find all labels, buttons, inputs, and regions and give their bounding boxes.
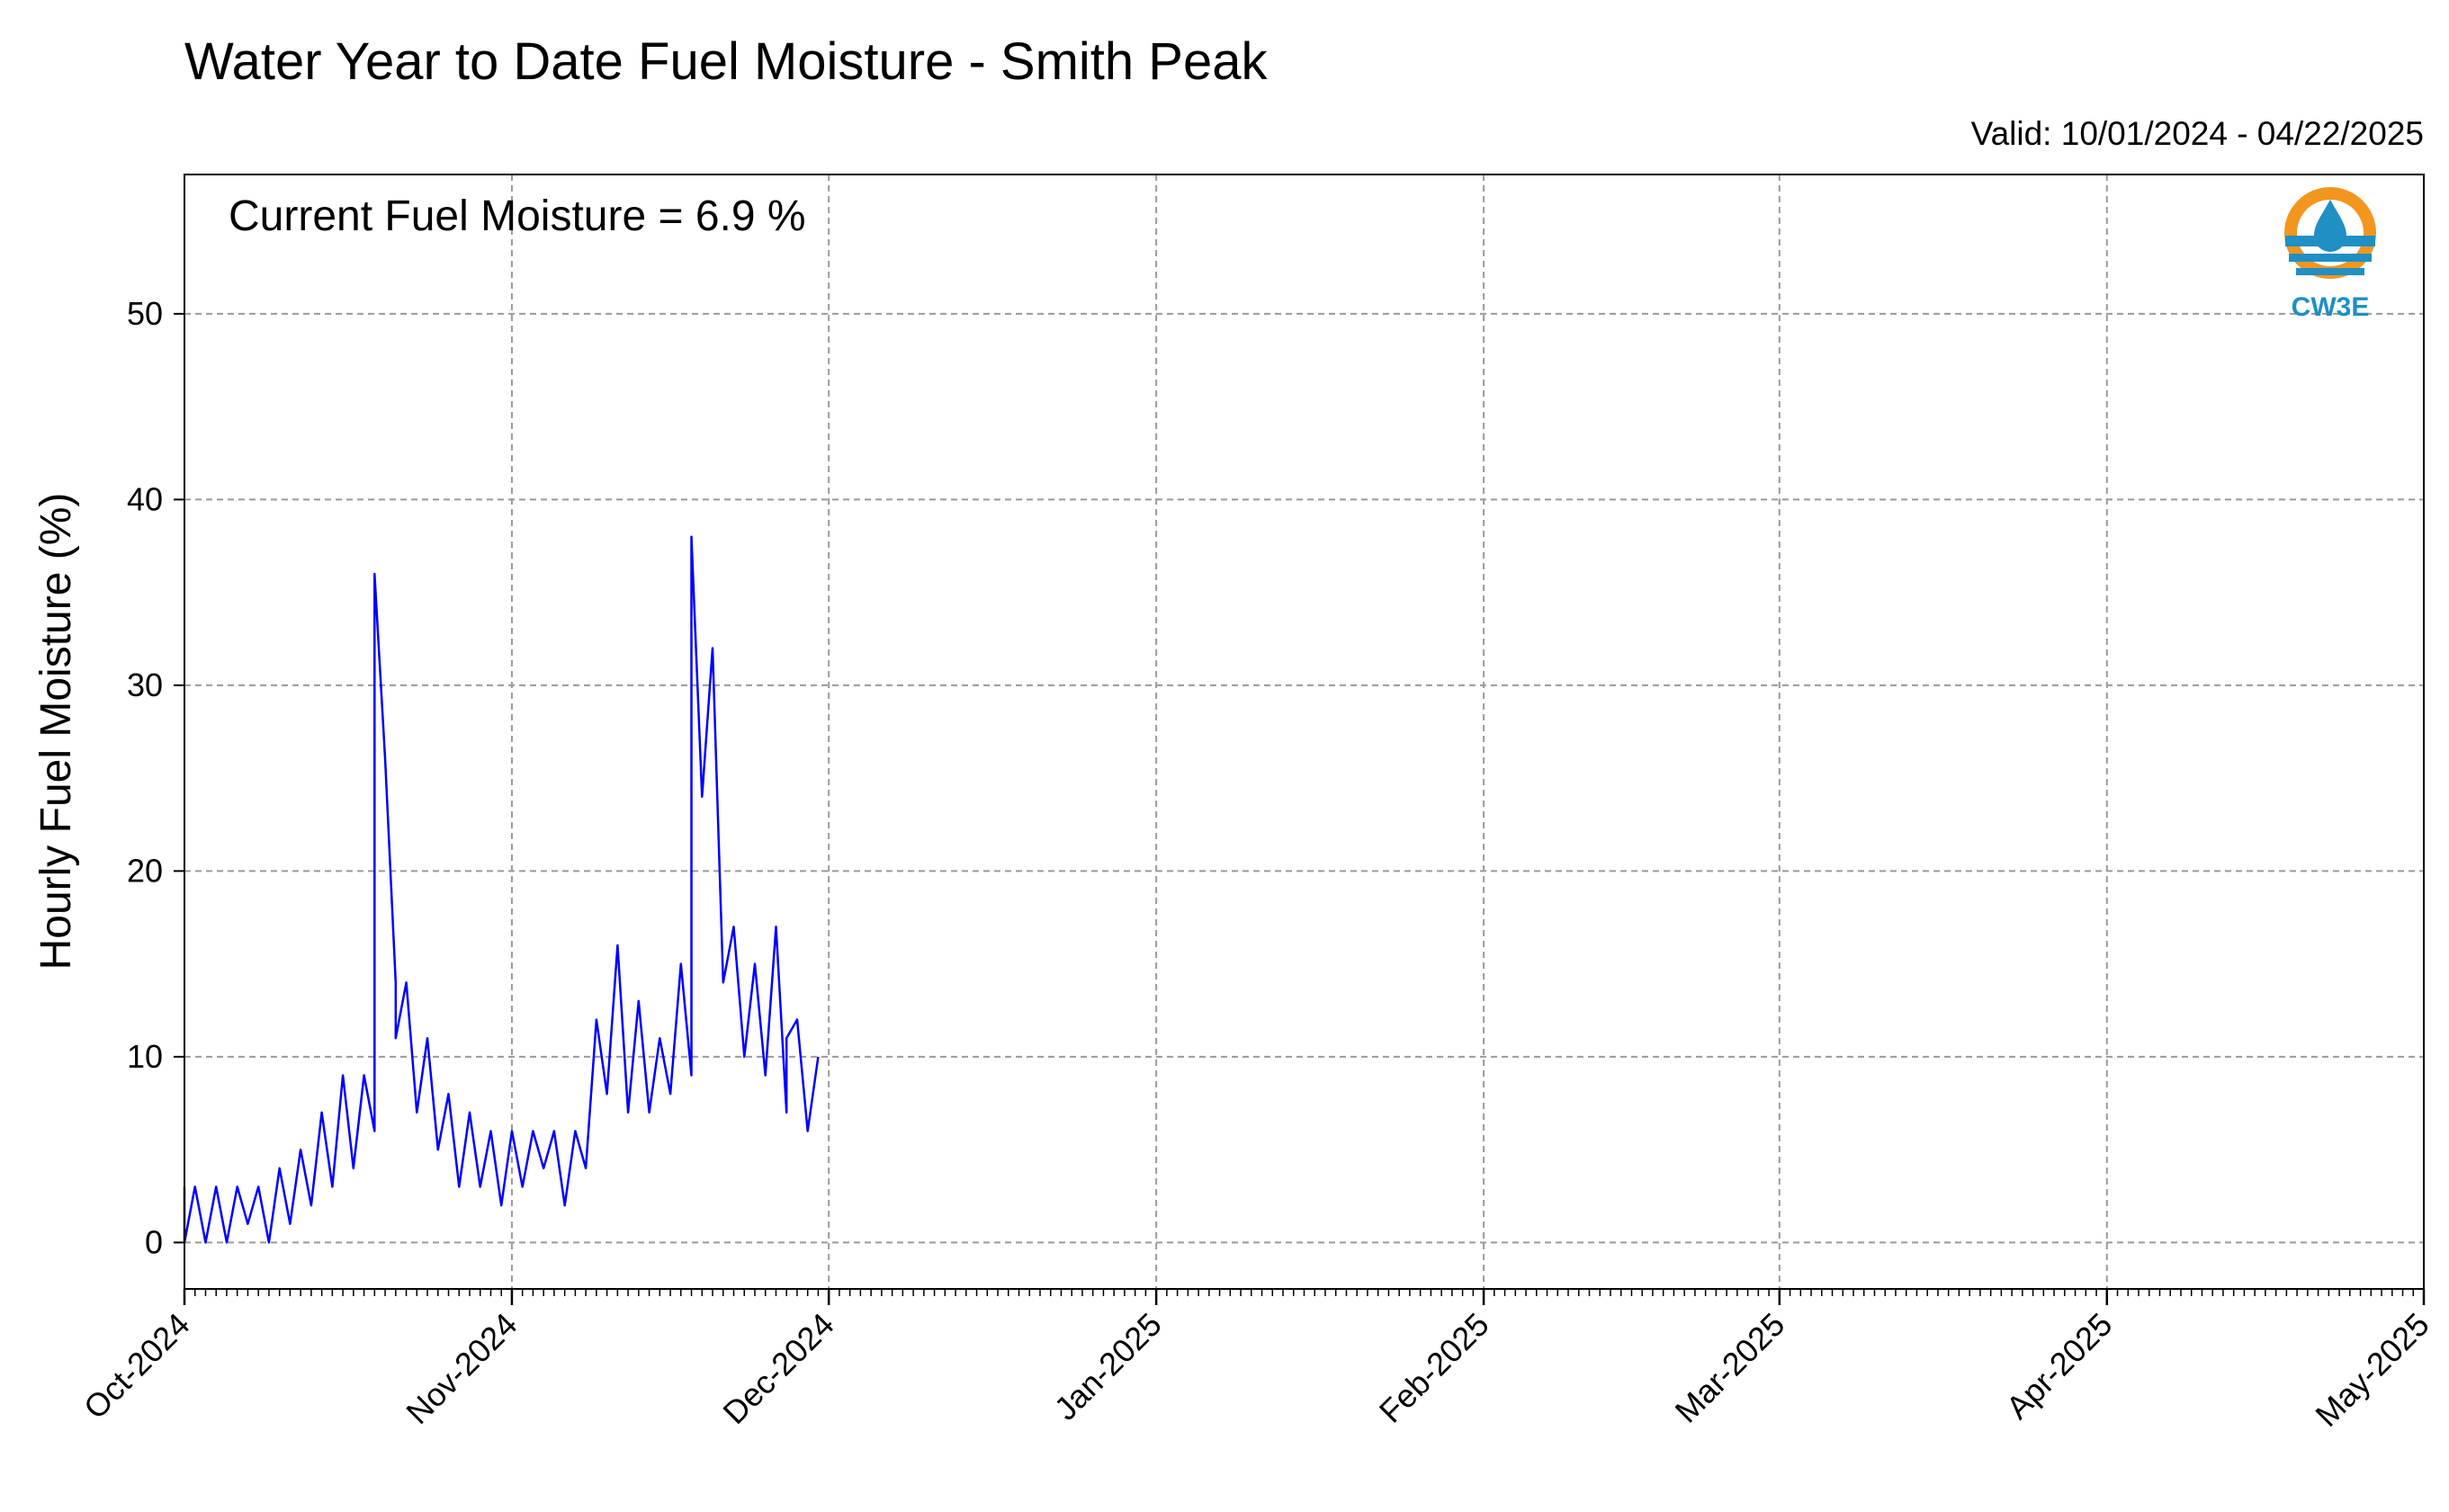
y-axis-label: Hourly Fuel Moisture (%) <box>32 493 80 971</box>
valid-date-range: Valid: 10/01/2024 - 04/22/2025 <box>1971 115 2424 152</box>
logo-text: CW3E <box>2292 292 2370 322</box>
x-tick-label: Dec-2024 <box>715 1306 840 1431</box>
x-tick-label: Jan-2025 <box>1047 1306 1169 1427</box>
x-tick-label: Oct-2024 <box>76 1306 197 1427</box>
y-tick-label: 30 <box>127 667 163 703</box>
chart-title: Water Year to Date Fuel Moisture - Smith… <box>184 32 1268 91</box>
grid-lines <box>184 174 2424 1289</box>
y-axis-ticks: 0 10 20 30 40 50 <box>127 295 184 1260</box>
x-tick-label: May-2025 <box>2308 1306 2436 1434</box>
x-tick-label: Apr-2025 <box>1999 1306 2120 1427</box>
current-fuel-moisture-annotation: Current Fuel Moisture = 6.9 % <box>229 192 806 240</box>
y-tick-label: 10 <box>127 1038 163 1075</box>
x-axis-ticks: Oct-2024 Nov-2024 Dec-2024 Jan-2025 Feb-2025… <box>76 1289 2436 1434</box>
y-tick-label: 0 <box>145 1223 163 1260</box>
fuel-moisture-series-line <box>183 535 820 1244</box>
x-tick-label: Feb-2025 <box>1372 1306 1496 1430</box>
y-tick-label: 20 <box>127 852 163 889</box>
cw3e-logo-icon: CW3E <box>2284 187 2376 322</box>
plot-frame <box>184 174 2425 1290</box>
y-tick-label: 50 <box>127 295 163 332</box>
x-tick-label: Mar-2025 <box>1668 1306 1792 1430</box>
data-line-layer <box>183 535 820 1244</box>
x-tick-label: Nov-2024 <box>399 1306 524 1431</box>
y-tick-label: 40 <box>127 480 163 517</box>
